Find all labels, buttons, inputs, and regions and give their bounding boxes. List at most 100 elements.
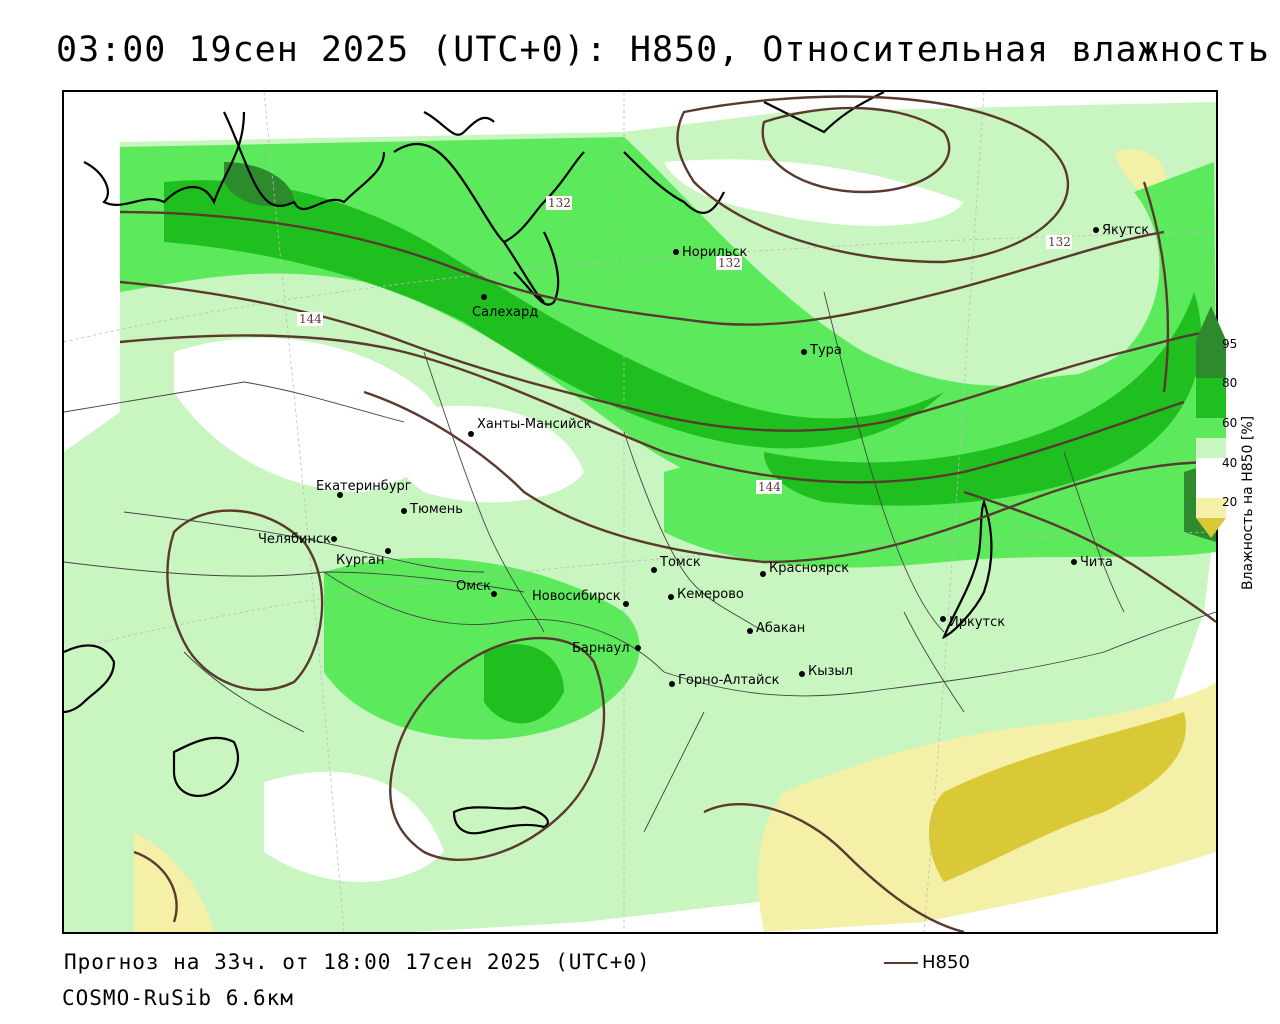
city-irkutsk: Иркутск [940,615,1005,630]
humidity-field [64,102,1216,932]
city-salekhard: Салехард [472,294,538,320]
legend-tick-60: 60 [1222,416,1238,430]
colorbar-80 [1196,378,1226,418]
svg-text:Иркутск: Иркутск [949,615,1005,630]
svg-text:132: 132 [718,256,741,270]
legend-tick-40: 40 [1222,456,1238,470]
wet-band-east [764,292,1202,506]
very-dry-zone-southeast [929,712,1186,882]
coastlines [64,92,993,835]
map-panel: 132 132 132 144 144 Норильск Якутск Сале… [62,90,1218,934]
svg-text:Томск: Томск [659,555,701,570]
contour-ring-northeast [761,106,951,194]
svg-text:Кемерово: Кемерово [677,587,744,602]
contour-label-3: 132 [716,256,742,270]
svg-text:Екатеринбург: Екатеринбург [316,479,412,494]
wet-band-north [164,180,944,449]
city-tyumen: Тюмень [401,502,463,517]
city-kyzyl: Кызыл [799,664,853,679]
contour-east-edge [1142,181,1170,393]
colorbar-20 [1196,498,1226,518]
colorbar-95 [1196,340,1226,378]
graticule [64,92,1216,932]
contour-label-2: 132 [1046,235,1072,249]
colorbar-50 [1196,438,1226,458]
colorbar-60 [1196,418,1226,438]
cities: Норильск Якутск Салехард Тура Ханты-Манс… [258,223,1149,688]
city-krasnoyarsk: Красноярск [760,561,849,577]
contour-southwest [133,850,178,923]
dry-zone-southwest [134,832,214,932]
domain-coverage [64,102,1216,932]
svg-text:Кызыл: Кызыл [808,664,853,679]
white-patch-center [393,405,584,503]
contour-144 [119,334,1185,484]
svg-text:Абакан: Абакан [756,621,805,636]
svg-text:Челябинск: Челябинск [258,532,331,547]
h850-line-swatch [884,962,918,964]
humidity-colorbar [1196,306,1226,538]
svg-text:Ханты-Мансийск: Ханты-Мансийск [477,417,592,432]
svg-text:Салехард: Салехард [472,305,538,320]
contour-southeast [963,490,1216,623]
svg-text:132: 132 [548,196,571,210]
h850-series-key: H850 [884,952,970,973]
forecast-info: Прогноз на 33ч. от 18:00 17сен 2025 (UTC… [64,950,651,974]
city-kemerovo: Кемерово [668,587,744,602]
legend-tick-95: 95 [1222,337,1238,351]
svg-text:Чита: Чита [1080,555,1113,570]
svg-text:144: 144 [758,480,781,494]
svg-text:Тура: Тура [809,343,842,358]
city-yakutsk: Якутск [1093,223,1149,238]
legend-title: Влажность на H850 [%] [1240,415,1256,590]
svg-text:132: 132 [1048,235,1071,249]
contour-ring-west [166,509,324,692]
dry-zone-northeast [1114,149,1166,195]
h850-series-label: H850 [922,952,970,973]
svg-text:Норильск: Норильск [682,245,748,260]
legend-tick-20: 20 [1222,495,1238,509]
city-omsk: Омск [456,579,497,597]
model-name: COSMO-RuSib 6.6км [62,986,294,1010]
city-kurgan: Курган [336,548,391,568]
white-patch-west [174,337,444,492]
svg-text:Барнаул: Барнаул [572,641,630,656]
svg-text:Курган: Курган [336,553,384,568]
colorbar-40 [1196,458,1226,498]
contour-label-1: 132 [546,196,572,210]
svg-text:Омск: Омск [456,579,491,594]
city-abakan: Абакан [747,621,805,636]
city-tomsk: Томск [651,555,701,573]
svg-text:144: 144 [299,312,322,326]
city-chita: Чита [1071,555,1113,570]
colorbar-bottom-arrow [1196,518,1226,538]
city-chelyabinsk: Челябинск [258,532,337,547]
city-novosibirsk: Новосибирск [532,589,629,607]
humidity-map: 132 132 132 144 144 Норильск Якутск Сале… [64,92,1216,932]
contour-southeast-2 [703,803,965,932]
legend-tick-80: 80 [1222,376,1238,390]
city-khanty-mansiysk: Ханты-Мансийск [468,417,592,437]
contour-ring-east [676,95,1070,264]
svg-text:Якутск: Якутск [1102,223,1149,238]
contour-south [363,390,1216,564]
svg-text:Новосибирск: Новосибирск [532,589,621,604]
svg-text:Красноярск: Красноярск [769,561,849,576]
city-gorno-altaysk: Горно-Алтайск [669,673,780,688]
contour-north-2 [119,280,1216,432]
city-tura: Тура [801,343,842,358]
svg-text:Горно-Алтайск: Горно-Алтайск [678,673,780,688]
wet-core-south [484,644,564,724]
contour-label-5: 144 [756,480,782,494]
city-barnaul: Барнаул [572,641,641,656]
contour-labels: 132 132 132 144 144 [297,196,1072,494]
white-patch-north [664,159,964,226]
contour-label-4: 144 [297,312,323,326]
white-patch-south [264,771,444,882]
map-title: 03:00 19сен 2025 (UTC+0): H850, Относите… [56,30,1270,70]
wet-core-north [224,162,294,206]
contour-ring-south [389,636,606,861]
city-yekaterinburg: Екатеринбург [316,479,412,498]
svg-text:Тюмень: Тюмень [409,502,463,517]
contour-north-1 [119,210,1165,326]
